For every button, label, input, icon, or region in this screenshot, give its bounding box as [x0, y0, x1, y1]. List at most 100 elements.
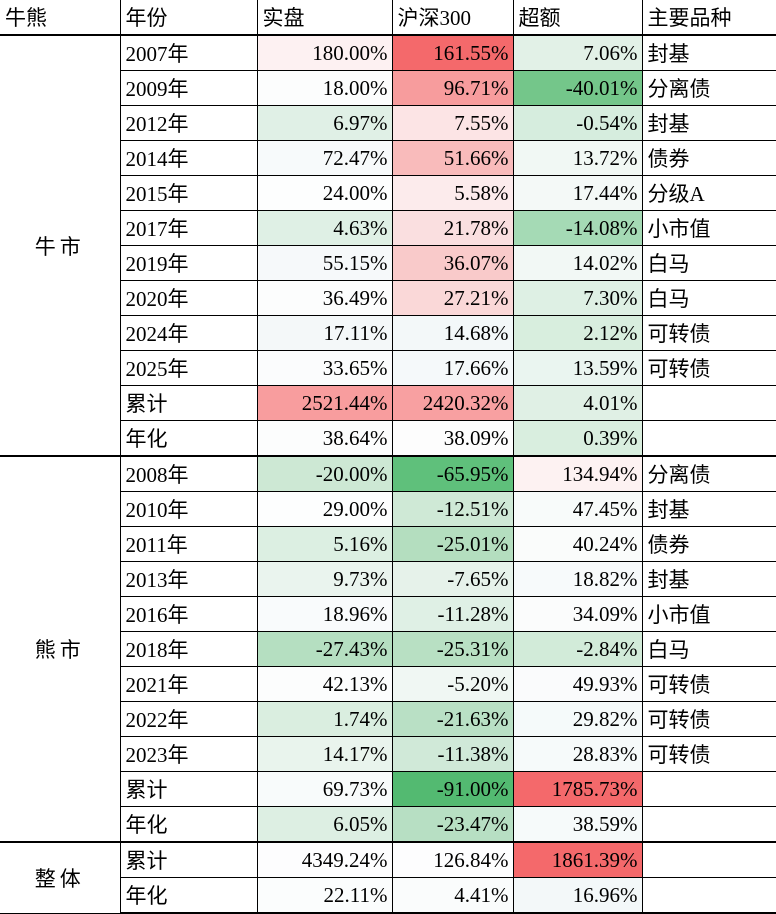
cell-variety: 可转债 — [641, 736, 776, 772]
table-body: 牛市 2007年 180.00% 161.55% 7.06% 封基 2009年 18.00% 9… — [0, 34, 776, 914]
section-label: 整体 — [0, 841, 121, 914]
section-label: 牛市 — [0, 34, 121, 457]
header-row: 牛熊 年份 实盘 沪深300 超额 主要品种 — [0, 0, 776, 36]
cell-variety: 封基 — [641, 34, 776, 71]
cell-actual: 69.73% — [256, 771, 393, 807]
cell-actual: 5.16% — [256, 526, 393, 562]
col-header-csi300: 沪深300 — [391, 0, 514, 36]
cell-actual: 2521.44% — [256, 385, 393, 421]
cell-csi300: -25.31% — [391, 631, 514, 667]
cell-excess: 4.01% — [512, 385, 643, 421]
cell-variety: 可转债 — [641, 350, 776, 386]
cell-variety — [641, 385, 776, 421]
col-header-bull-bear: 牛熊 — [0, 0, 121, 36]
cell-excess: -0.54% — [512, 105, 643, 141]
cell-actual: 4349.24% — [256, 841, 393, 878]
cell-variety: 债券 — [641, 526, 776, 562]
cell-excess: 18.82% — [512, 561, 643, 597]
table-row: 累计 2521.44% 2420.32% 4.01% — [0, 385, 776, 421]
col-header-main-variety: 主要品种 — [641, 0, 776, 36]
cell-excess: 29.82% — [512, 701, 643, 737]
table-row: 2021年 42.13% -5.20% 49.93% 可转债 — [0, 666, 776, 702]
cell-excess: -14.08% — [512, 210, 643, 246]
table-row: 2012年 6.97% 7.55% -0.54% 封基 — [0, 105, 776, 141]
table-row: 2017年 4.63% 21.78% -14.08% 小市值 — [0, 210, 776, 246]
col-header-actual: 实盘 — [256, 0, 393, 36]
table-row: 年化 38.64% 38.09% 0.39% — [0, 420, 776, 457]
cell-csi300: 5.58% — [391, 175, 514, 211]
table-row: 2009年 18.00% 96.71% -40.01% 分离债 — [0, 70, 776, 106]
table-row: 2025年 33.65% 17.66% 13.59% 可转债 — [0, 350, 776, 386]
cell-actual: 18.96% — [256, 596, 393, 632]
cell-csi300: 4.41% — [391, 877, 514, 914]
cell-year: 2010年 — [120, 491, 258, 527]
cell-actual: 33.65% — [256, 350, 393, 386]
cell-year: 2020年 — [120, 280, 258, 316]
cell-excess: 28.83% — [512, 736, 643, 772]
cell-variety: 白马 — [641, 245, 776, 281]
cell-year: 2023年 — [120, 736, 258, 772]
cell-actual: 6.05% — [256, 806, 393, 843]
cell-actual: 24.00% — [256, 175, 393, 211]
cell-variety: 债券 — [641, 140, 776, 176]
col-header-year: 年份 — [119, 0, 258, 36]
cell-variety — [641, 841, 776, 878]
cell-variety: 封基 — [641, 491, 776, 527]
cell-year: 累计 — [120, 771, 258, 807]
cell-csi300: 2420.32% — [391, 385, 514, 421]
cell-csi300: -91.00% — [391, 771, 514, 807]
cell-variety: 白马 — [641, 280, 776, 316]
cell-year: 年化 — [120, 420, 258, 457]
cell-csi300: 14.68% — [391, 315, 514, 351]
cell-actual: 72.47% — [256, 140, 393, 176]
table-row: 2024年 17.11% 14.68% 2.12% 可转债 — [0, 315, 776, 351]
section-label: 熊市 — [0, 455, 121, 843]
cell-year: 年化 — [120, 806, 258, 843]
cell-variety: 可转债 — [641, 315, 776, 351]
cell-variety — [641, 877, 776, 914]
cell-year: 2009年 — [120, 70, 258, 106]
cell-year: 2013年 — [120, 561, 258, 597]
cell-actual: 9.73% — [256, 561, 393, 597]
cell-excess: 0.39% — [512, 420, 643, 457]
table-row: 年化 22.11% 4.41% 16.96% — [0, 877, 776, 914]
cell-year: 2007年 — [119, 34, 258, 71]
cell-csi300: 126.84% — [391, 841, 514, 878]
cell-excess: 14.02% — [512, 245, 643, 281]
cell-actual: 17.11% — [256, 315, 393, 351]
cell-actual: -20.00% — [256, 455, 393, 492]
cell-year: 年化 — [120, 877, 258, 914]
table-row: 年化 6.05% -23.47% 38.59% — [0, 806, 776, 843]
table-row: 2016年 18.96% -11.28% 34.09% 小市值 — [0, 596, 776, 632]
cell-excess: 1785.73% — [512, 771, 643, 807]
cell-year: 2011年 — [120, 526, 258, 562]
cell-csi300: -23.47% — [391, 806, 514, 843]
table-row: 2020年 36.49% 27.21% 7.30% 白马 — [0, 280, 776, 316]
cell-year: 2019年 — [120, 245, 258, 281]
table-row: 2013年 9.73% -7.65% 18.82% 封基 — [0, 561, 776, 597]
cell-year: 2025年 — [120, 350, 258, 386]
table-row: 熊市 2008年 -20.00% -65.95% 134.94% 分离债 — [0, 455, 776, 843]
cell-csi300: 38.09% — [391, 420, 514, 457]
cell-excess: 13.72% — [512, 140, 643, 176]
cell-year: 2008年 — [119, 455, 258, 492]
cell-actual: 1.74% — [256, 701, 393, 737]
cell-year: 2015年 — [120, 175, 258, 211]
cell-excess: 47.45% — [512, 491, 643, 527]
cell-variety: 可转债 — [641, 666, 776, 702]
cell-year: 2024年 — [120, 315, 258, 351]
cell-variety: 小市值 — [641, 210, 776, 246]
cell-variety: 小市值 — [641, 596, 776, 632]
cell-variety — [641, 420, 776, 457]
cell-excess: 16.96% — [512, 877, 643, 914]
cell-excess: 1861.39% — [512, 841, 643, 878]
cell-csi300: 27.21% — [391, 280, 514, 316]
cell-variety: 分离债 — [641, 455, 776, 492]
cell-excess: 7.06% — [512, 34, 643, 71]
cell-excess: -2.84% — [512, 631, 643, 667]
cell-actual: 38.64% — [256, 420, 393, 457]
cell-actual: 180.00% — [256, 34, 393, 71]
cell-actual: 22.11% — [256, 877, 393, 914]
table-row: 整体 累计 4349.24% 126.84% 1861.39% — [0, 841, 776, 914]
cell-variety: 封基 — [641, 105, 776, 141]
